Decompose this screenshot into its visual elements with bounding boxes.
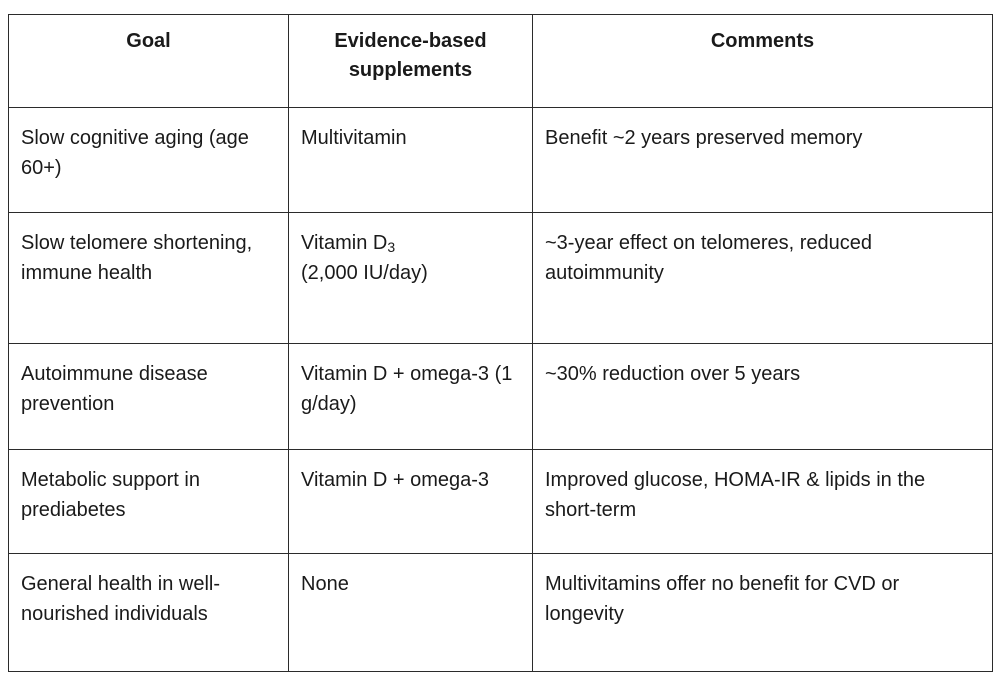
header-goal: Goal — [8, 14, 289, 108]
header-supplements: Evidence-based supplements — [288, 14, 533, 108]
supplement-cell: Vitamin D + omega-3 — [288, 449, 533, 554]
table-header-row: Goal Evidence-based supplements Comments — [8, 14, 993, 108]
comment-cell: Benefit ~2 years preserved memory — [532, 107, 993, 213]
goal-cell: Autoimmune disease prevention — [8, 343, 289, 450]
supplement-cell: None — [288, 553, 533, 672]
goal-cell: Metabolic support in prediabetes — [8, 449, 289, 554]
table-row: Slow telomere shortening, immune health … — [8, 212, 993, 344]
header-comments: Comments — [532, 14, 993, 108]
goal-cell: Slow cognitive aging (age 60+) — [8, 107, 289, 213]
supplement-name: Vitamin D — [301, 232, 388, 254]
comment-cell: Multivitamins offer no benefit for CVD o… — [532, 553, 993, 672]
supplement-cell: Vitamin D + omega-3 (1 g/day) — [288, 343, 533, 450]
supplement-cell: Vitamin D3 (2,000 IU/day) — [288, 212, 533, 344]
supplement-cell: Multivitamin — [288, 107, 533, 213]
subscript-3: 3 — [387, 239, 396, 255]
table-row: General health in well-nourished individ… — [8, 553, 993, 672]
supplements-table-container: Goal Evidence-based supplements Comments… — [8, 14, 993, 672]
table-row: Metabolic support in prediabetes Vitamin… — [8, 449, 993, 554]
comment-cell: ~3-year effect on telomeres, reduced aut… — [532, 212, 993, 344]
goal-cell: General health in well-nourished individ… — [8, 553, 289, 672]
goal-cell: Slow telomere shortening, immune health — [8, 212, 289, 344]
table-row: Slow cognitive aging (age 60+) Multivita… — [8, 107, 993, 213]
table-row: Autoimmune disease prevention Vitamin D … — [8, 343, 993, 450]
comment-cell: Improved glucose, HOMA-IR & lipids in th… — [532, 449, 993, 554]
supplements-table: Goal Evidence-based supplements Comments… — [8, 14, 993, 672]
comment-cell: ~30% reduction over 5 years — [532, 343, 993, 450]
supplement-dose: (2,000 IU/day) — [301, 262, 428, 284]
